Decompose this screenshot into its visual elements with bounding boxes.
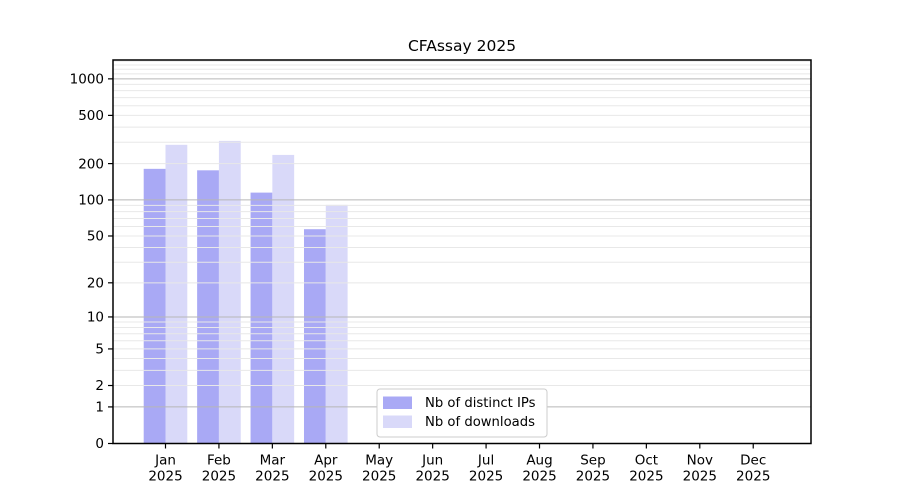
x-tick-label-month: Sep bbox=[580, 453, 605, 469]
y-tick-label: 20 bbox=[87, 276, 104, 292]
y-tick-label: 100 bbox=[78, 193, 104, 209]
x-tick-label-year: 2025 bbox=[202, 469, 236, 485]
bar-downloads-apr bbox=[325, 204, 348, 444]
y-tick-label: 10 bbox=[87, 310, 104, 326]
y-tick-label: 200 bbox=[78, 156, 104, 172]
x-tick-label-year: 2025 bbox=[148, 469, 182, 485]
x-tick-label-year: 2025 bbox=[522, 469, 556, 485]
x-tick-label-month: Jun bbox=[421, 453, 443, 469]
x-tick-label-year: 2025 bbox=[683, 469, 717, 485]
y-tick-label: 1000 bbox=[70, 72, 104, 88]
bar-downloads-feb bbox=[218, 140, 241, 444]
y-tick-label: 5 bbox=[95, 342, 104, 358]
plot-group: 10005002001005020105210Jan2025Feb2025Mar… bbox=[70, 59, 812, 485]
bar-distinct-ips-jan bbox=[143, 168, 166, 444]
x-tick-label-year: 2025 bbox=[469, 469, 503, 485]
legend-swatch-distinct-ips bbox=[383, 396, 412, 409]
x-tick-label-month: Aug bbox=[526, 453, 552, 469]
x-tick-label-month: Dec bbox=[740, 453, 766, 469]
x-tick-label-month: Oct bbox=[635, 453, 658, 469]
y-tick-label: 1 bbox=[95, 400, 104, 416]
x-tick-label-year: 2025 bbox=[255, 469, 289, 485]
bar-distinct-ips-feb bbox=[197, 170, 219, 444]
y-tick-label: 0 bbox=[95, 436, 104, 452]
bar-downloads-jan bbox=[165, 144, 188, 444]
y-tick-label: 500 bbox=[78, 108, 104, 124]
bar-distinct-ips-apr bbox=[303, 229, 326, 444]
legend-label-distinct-ips: Nb of distinct IPs bbox=[425, 396, 536, 411]
x-tick-label-year: 2025 bbox=[309, 469, 343, 485]
x-tick-label-year: 2025 bbox=[362, 469, 396, 485]
x-tick-label-year: 2025 bbox=[629, 469, 663, 485]
plot-area bbox=[112, 59, 812, 445]
x-tick-label-month: Jul bbox=[477, 453, 494, 469]
legend-swatch-downloads bbox=[383, 415, 412, 428]
x-tick-label-month: May bbox=[365, 453, 393, 469]
x-tick-label-year: 2025 bbox=[415, 469, 449, 485]
y-tick-label: 50 bbox=[87, 229, 104, 245]
chart-title: CFAssay 2025 bbox=[408, 37, 516, 55]
bar-downloads-mar bbox=[272, 154, 295, 444]
x-tick-label-month: Nov bbox=[687, 453, 713, 469]
x-tick-label-year: 2025 bbox=[576, 469, 610, 485]
y-tick-label: 2 bbox=[95, 378, 104, 394]
x-tick-label-month: Feb bbox=[207, 453, 231, 469]
bar-distinct-ips-mar bbox=[250, 192, 273, 444]
x-tick-label-month: Jan bbox=[154, 453, 176, 469]
x-tick-label-month: Apr bbox=[314, 453, 338, 469]
x-tick-label-year: 2025 bbox=[736, 469, 770, 485]
legend-label-downloads: Nb of downloads bbox=[425, 415, 535, 430]
legend-box bbox=[376, 388, 548, 438]
x-tick-label-month: Mar bbox=[260, 453, 286, 469]
